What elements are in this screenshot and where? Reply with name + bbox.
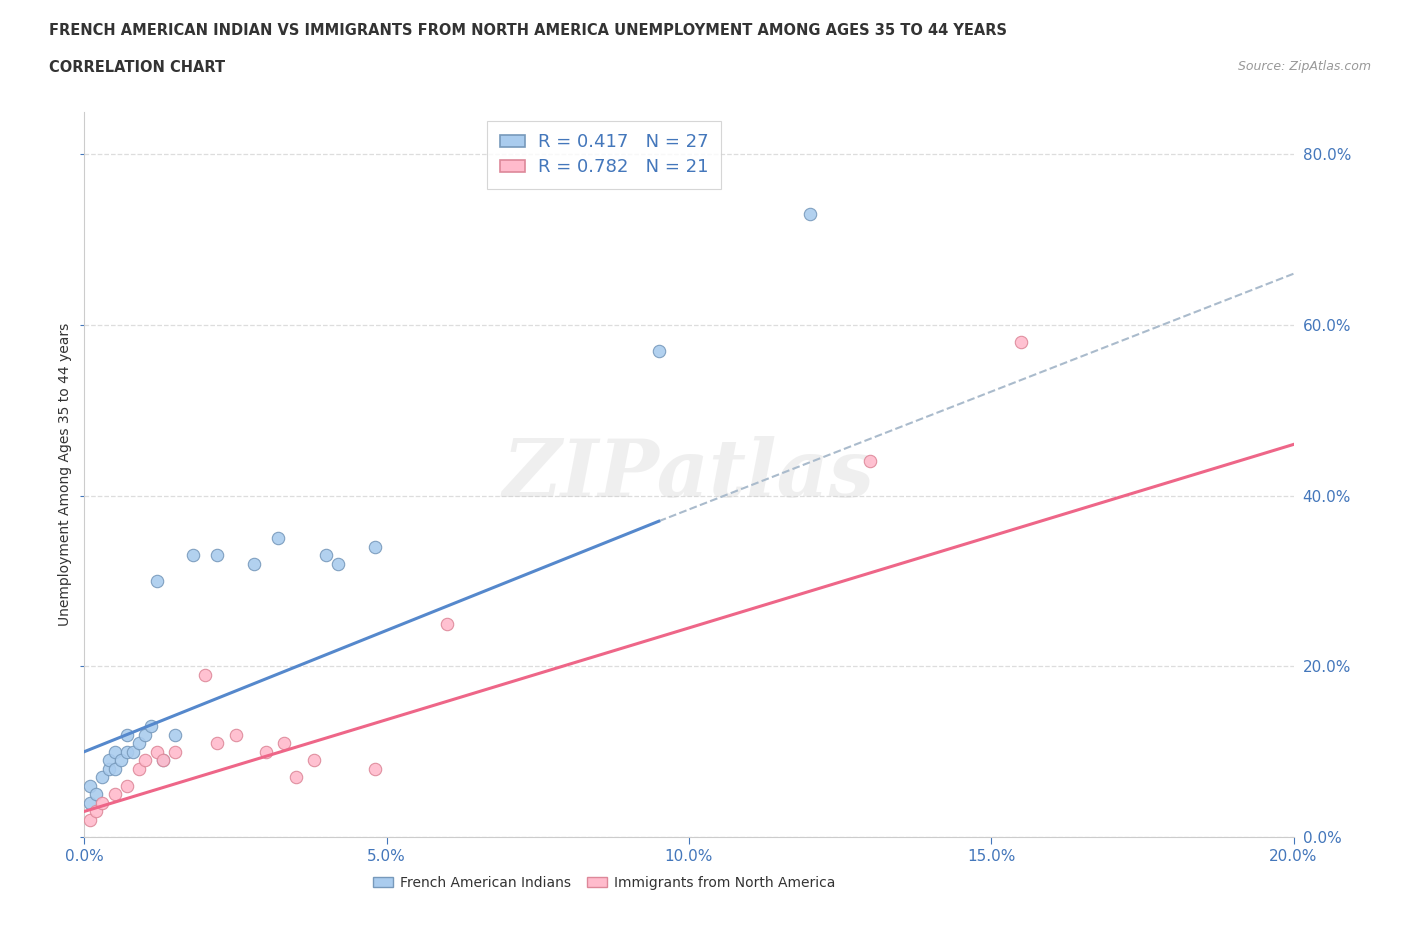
Point [115,744,138,759]
Point [163,744,186,759]
Point [207,548,229,563]
Point [152,752,174,767]
Point [799,206,821,221]
Point [1010,335,1032,350]
Point [115,727,138,742]
Point [104,762,127,777]
Point [134,727,156,742]
Point [273,736,295,751]
Text: CORRELATION CHART: CORRELATION CHART [49,60,225,75]
Point [104,787,127,802]
Point [152,752,174,767]
Point [91,795,114,810]
Y-axis label: Unemployment Among Ages 35 to 44 years: Unemployment Among Ages 35 to 44 years [58,323,72,626]
Point [110,752,132,767]
Point [647,343,671,358]
Point [146,574,169,589]
Point [181,548,204,563]
Point [302,752,325,767]
Point [267,531,290,546]
Point [104,744,127,759]
Point [91,770,114,785]
Point [86,804,108,818]
Point [79,778,101,793]
Point [128,736,150,751]
Point [207,736,229,751]
Point [97,752,120,767]
Point [128,762,150,777]
Point [225,727,247,742]
Point [79,813,101,828]
Point [315,548,337,563]
Point [146,744,169,759]
Point [284,770,308,785]
Point [139,719,162,734]
Point [121,744,143,759]
Point [194,668,217,683]
Point [163,727,186,742]
Text: ZIPatlas: ZIPatlas [503,435,875,513]
Legend: French American Indians, Immigrants from North America: French American Indians, Immigrants from… [368,870,841,896]
Point [115,778,138,793]
Point [363,539,385,554]
Point [859,454,882,469]
Point [97,762,120,777]
Point [86,787,108,802]
Point [134,752,156,767]
Point [242,556,264,571]
Text: FRENCH AMERICAN INDIAN VS IMMIGRANTS FROM NORTH AMERICA UNEMPLOYMENT AMONG AGES : FRENCH AMERICAN INDIAN VS IMMIGRANTS FRO… [49,23,1007,38]
Point [328,556,350,571]
Point [363,762,385,777]
Point [79,795,101,810]
Point [436,617,458,631]
Point [254,744,277,759]
Text: Source: ZipAtlas.com: Source: ZipAtlas.com [1237,60,1371,73]
